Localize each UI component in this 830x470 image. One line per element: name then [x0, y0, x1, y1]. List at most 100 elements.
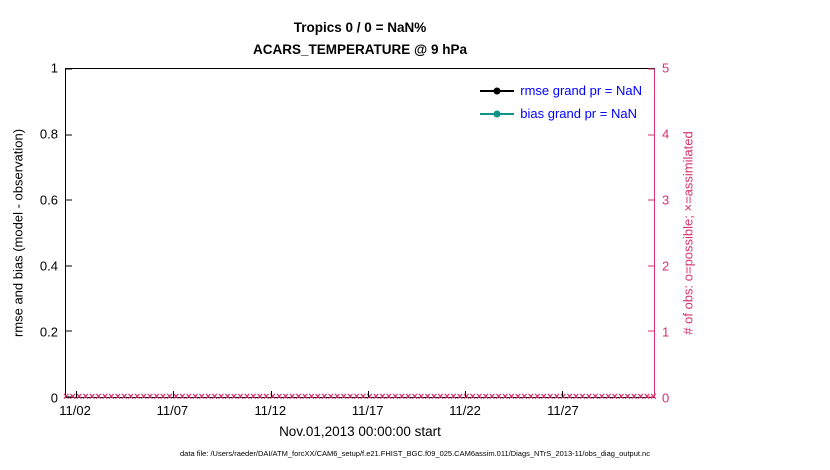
assimilated-marker: × [275, 391, 283, 403]
assimilated-marker: × [308, 391, 315, 403]
assimilated-marker: × [321, 391, 328, 403]
assimilated-marker: × [340, 391, 347, 403]
assimilated-marker: × [121, 391, 128, 403]
right-axis-tick-label: 4 [662, 126, 670, 142]
assimilated-marker: × [553, 391, 560, 403]
right-axis-tickmark [648, 396, 654, 398]
assimilated-marker: × [598, 391, 606, 403]
assimilated-marker: × [372, 391, 380, 403]
assimilated-marker: × [482, 391, 489, 403]
assimilated-marker: × [282, 391, 289, 403]
x-axis-tick-label: 11/07 [156, 403, 189, 418]
assimilated-marker: × [527, 391, 535, 403]
assimilated-marker: × [140, 391, 147, 403]
right-axis-tickmark [648, 68, 654, 70]
assimilated-marker: × [95, 391, 102, 403]
assimilated-marker: × [217, 391, 225, 403]
assimilated-marker: × [127, 391, 134, 403]
assimilated-marker: × [508, 391, 515, 403]
assimilated-marker: × [592, 391, 599, 403]
right-axis-tick-label: 1 [662, 324, 670, 340]
right-axis-tick-label: 5 [662, 60, 670, 76]
x-axis-tick-label: 11/02 [59, 403, 91, 418]
assimilated-marker: × [450, 391, 457, 403]
assimilated-marker: × [605, 391, 612, 403]
assimilated-marker: × [411, 391, 418, 403]
assimilated-marker: × [166, 391, 173, 403]
assimilated-marker: × [288, 391, 296, 403]
x-axis-tick-label: 11/22 [449, 403, 481, 418]
assimilated-marker: × [237, 391, 244, 403]
x-axis-tickmark [367, 391, 369, 397]
assimilated-marker: × [566, 391, 573, 403]
legend-line-sample [480, 110, 515, 117]
assimilated-marker: × [392, 391, 399, 403]
assimilated-marker: × [114, 391, 122, 403]
assimilated-marker: × [334, 391, 341, 403]
assimilated-marker: × [430, 391, 438, 403]
assimilated-marker: × [153, 391, 160, 403]
assimilated-marker: × [198, 391, 205, 403]
left-axis-tickmark [66, 199, 72, 201]
left-axis-tickmark [66, 396, 72, 398]
assimilated-marker: × [301, 391, 309, 403]
left-axis-tick-labels: 0 0.2 0.4 0.6 0.8 1 [28, 61, 58, 406]
assimilated-marker: × [75, 391, 83, 403]
left-axis-tickmark [66, 265, 72, 267]
assimilated-marker: × [521, 391, 528, 403]
left-axis-tick-label: 0.6 [39, 192, 58, 208]
assimilated-marker: × [624, 391, 631, 403]
assimilated-marker: × [385, 391, 393, 403]
right-axis-tick-labels: 0 1 2 3 4 5 [662, 61, 702, 406]
right-axis-tick-label: 2 [662, 258, 670, 274]
assimilated-marker: × [643, 391, 651, 403]
right-axis-label: # of obs: o=possible; ×=assimilated [680, 131, 696, 335]
x-axis-tick-labels: 11/02 11/07 11/12 11/17 11/22 11/27 [59, 403, 655, 419]
x-axis-tick-label: 11/27 [547, 403, 579, 418]
assimilated-marker: × [359, 391, 367, 403]
right-axis-tick-label: 3 [662, 192, 670, 208]
assimilated-marker: × [540, 391, 547, 403]
assimilated-marker: × [82, 391, 89, 403]
left-axis-tick-label: 0.4 [39, 258, 58, 274]
assimilated-marker: × [514, 391, 522, 403]
assimilated-marker: × [559, 391, 567, 403]
x-axis-tick-label: 11/17 [351, 403, 384, 418]
assimilated-marker: × [146, 391, 154, 403]
assimilated-marker: × [476, 391, 483, 403]
left-axis-tickmark [66, 134, 72, 136]
assimilated-marker: × [617, 391, 625, 403]
assimilated-marker: × [88, 391, 96, 403]
assimilated-marker: × [456, 391, 464, 403]
assimilated-marker: × [179, 391, 186, 403]
x-axis-tickmark [270, 391, 272, 397]
assimilated-marker: × [398, 391, 405, 403]
x-axis-tickmark [75, 391, 77, 397]
right-axis-tickmark [648, 330, 654, 332]
assimilated-marker: × [269, 391, 276, 403]
assimilated-marker: × [443, 391, 451, 403]
right-axis-tick-label: 0 [662, 390, 670, 406]
assimilated-marker: × [463, 391, 470, 403]
legend-marker-dot [493, 87, 501, 94]
left-axis-tickmark [66, 330, 72, 332]
chart-title: Tropics 0 / 0 = NaN% [293, 20, 427, 35]
legend-marker-dot [493, 110, 501, 117]
assimilated-marker: × [133, 391, 141, 403]
x-axis-tickmark [464, 391, 466, 397]
assimilated-marker: × [230, 391, 238, 403]
assimilated-marker: × [204, 391, 212, 403]
right-axis-tickmark [648, 199, 654, 201]
right-axis-tickmark [648, 134, 654, 136]
assimilated-marker: × [417, 391, 425, 403]
assimilated-marker: × [469, 391, 476, 403]
assimilated-marker: × [366, 391, 373, 403]
assimilated-marker: × [101, 391, 109, 403]
assimilated-marker: × [224, 391, 231, 403]
assimilated-marker: × [250, 391, 257, 403]
assimilated-marker: × [327, 391, 335, 403]
left-axis-tick-label: 1 [50, 60, 58, 76]
legend: rmse grand pr = NaN bias grand pr = NaN [480, 83, 642, 121]
legend-line-sample [480, 87, 515, 94]
